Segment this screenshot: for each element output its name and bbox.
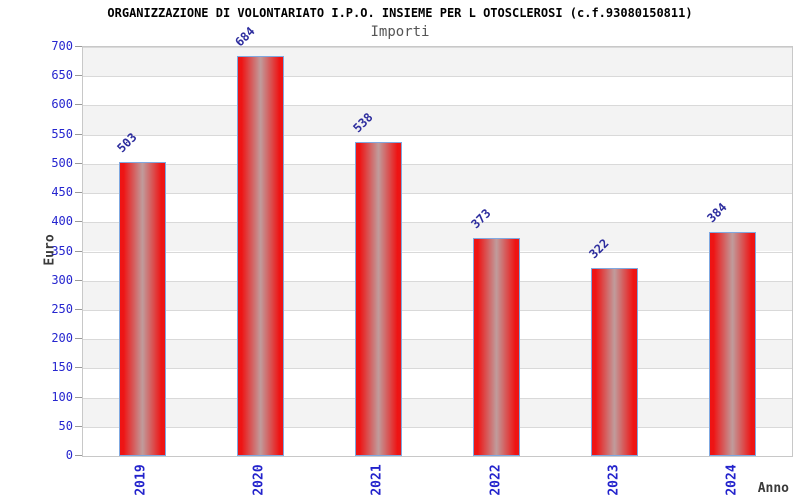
y-tick-label: 500 (51, 155, 73, 170)
plot-area: 503 684 538 373 322 384 (82, 24, 793, 457)
gridline (83, 310, 792, 311)
gridline (83, 47, 792, 48)
chart-title: ORGANIZZAZIONE DI VOLONTARIATO I.P.O. IN… (107, 6, 693, 20)
y-tick-label: 200 (51, 331, 73, 346)
x-tick-label: 2022 (488, 464, 504, 496)
y-tick-label: 250 (51, 301, 73, 316)
grid-band (83, 163, 792, 194)
gridline (83, 193, 792, 194)
y-tick-label: 550 (51, 126, 73, 141)
x-axis-title: Anno (757, 481, 789, 496)
y-tick-mark (75, 163, 82, 164)
gridline (83, 252, 792, 253)
bar (591, 267, 639, 456)
x-tick-label: 2019 (133, 464, 149, 496)
gridline (83, 222, 792, 223)
y-tick-label: 650 (51, 68, 73, 83)
y-tick-mark (75, 46, 82, 47)
gridline (83, 339, 792, 340)
y-tick-mark (75, 309, 82, 310)
y-tick-mark (75, 367, 82, 368)
y-tick-mark (75, 104, 82, 105)
y-tick-mark (75, 75, 82, 76)
y-tick-label: 450 (51, 185, 73, 200)
y-tick-label: 400 (51, 214, 73, 229)
gridline (83, 76, 792, 77)
y-tick-label: 700 (51, 39, 73, 53)
x-tick-label: 2020 (251, 464, 267, 496)
grid-band (83, 397, 792, 427)
gridline (83, 368, 792, 369)
bar (473, 238, 521, 456)
grid-band (83, 339, 792, 369)
y-tick-label: 100 (51, 389, 73, 404)
grid-band (83, 105, 792, 135)
gridline (83, 281, 792, 282)
x-tick-label: 2021 (369, 464, 385, 496)
grid-band (83, 47, 792, 77)
y-tick-mark (75, 280, 82, 281)
y-tick-mark (75, 221, 82, 222)
y-tick-label: 300 (51, 272, 73, 287)
bar (118, 162, 166, 456)
bar (236, 56, 284, 456)
y-tick-mark (75, 251, 82, 252)
y-tick-mark (75, 192, 82, 193)
y-tick-mark (75, 134, 82, 135)
gridline (83, 164, 792, 165)
y-tick-mark (75, 397, 82, 398)
y-tick-label: 50 (58, 418, 73, 433)
y-tick-mark (75, 426, 82, 427)
grid-band (83, 222, 792, 252)
gridline (83, 427, 792, 428)
y-tick-mark (75, 338, 82, 339)
x-tick-label: 2023 (606, 464, 622, 496)
y-tick-mark (75, 455, 82, 456)
y-tick-label: 0 (65, 448, 73, 462)
x-tick-label: 2024 (724, 464, 740, 496)
bar (709, 231, 757, 456)
chart-subtitle: Importi (370, 24, 430, 40)
y-tick-label: 150 (51, 360, 73, 375)
bar (354, 141, 402, 456)
gridline (83, 135, 792, 136)
y-tick-label: 350 (51, 243, 73, 258)
gridline (83, 398, 792, 399)
gridline (83, 105, 792, 106)
y-tick-label: 600 (51, 97, 73, 112)
grid-band (83, 280, 792, 310)
